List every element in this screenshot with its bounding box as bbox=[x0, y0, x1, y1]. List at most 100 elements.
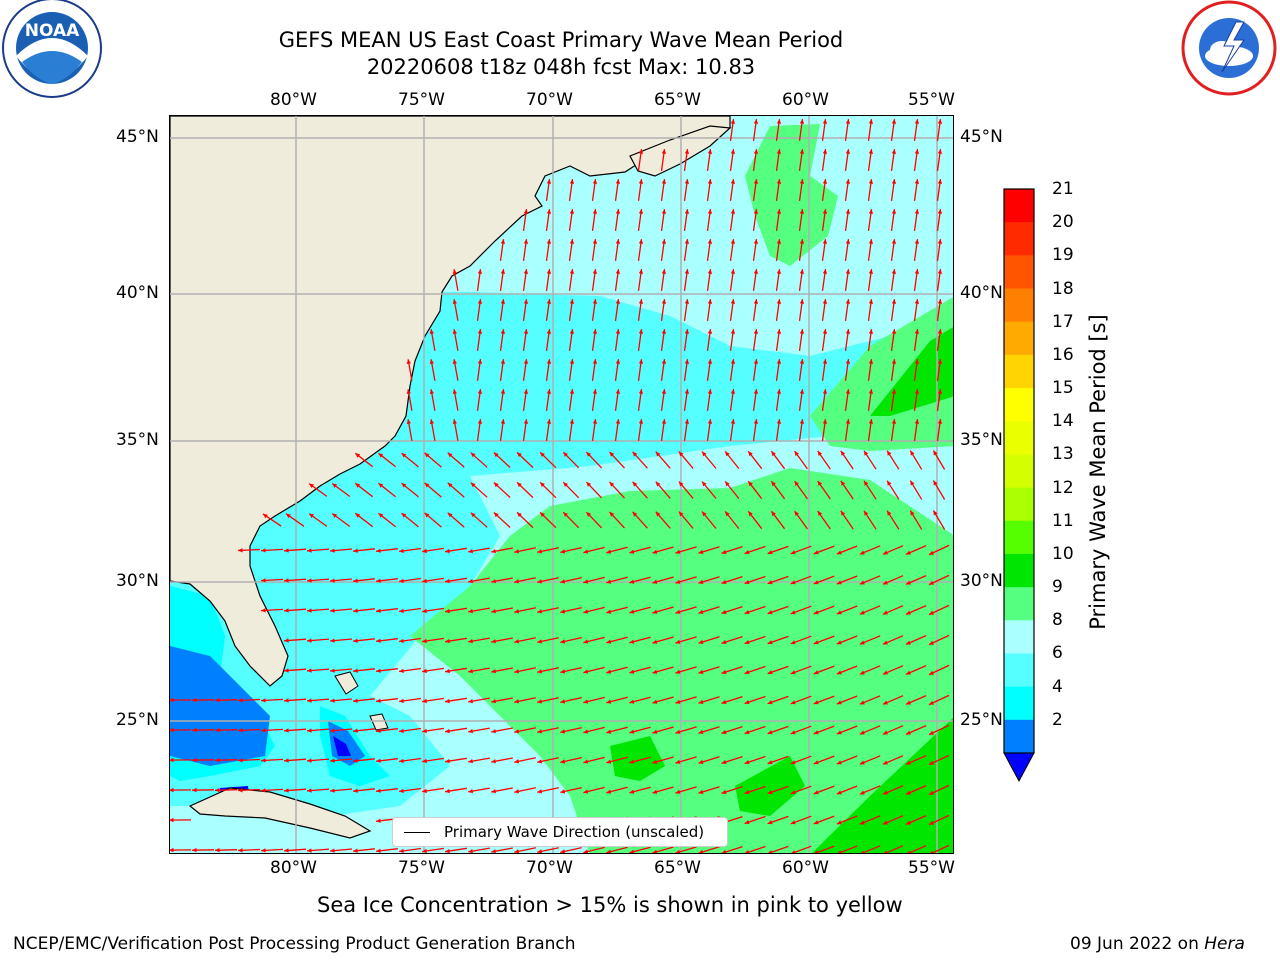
wave-direction-arrowhead bbox=[376, 608, 381, 613]
wave-direction-arrowhead bbox=[868, 419, 874, 424]
wave-direction-arrowhead bbox=[930, 850, 934, 853]
wave-period-map bbox=[170, 116, 953, 853]
wave-direction-arrowhead bbox=[284, 788, 289, 793]
wave-direction-arrowhead bbox=[569, 239, 575, 244]
colorbar-cell bbox=[1004, 620, 1034, 654]
wave-direction-arrowhead bbox=[629, 669, 635, 674]
wave-direction-arrowhead bbox=[215, 758, 220, 763]
wave-direction-arrowhead bbox=[606, 579, 612, 584]
wave-direction-arrowhead bbox=[767, 760, 773, 765]
wave-direction-arrowhead bbox=[675, 639, 681, 644]
wave-direction-arrowhead bbox=[609, 511, 615, 517]
wave-direction-arrowhead bbox=[822, 179, 828, 184]
wave-direction-arrowhead bbox=[914, 179, 920, 184]
wave-direction-arrowhead bbox=[514, 639, 520, 644]
wave-direction-arrowhead bbox=[353, 758, 358, 763]
wave-direction-arrowhead bbox=[422, 668, 427, 674]
wave-direction-arrowhead bbox=[753, 179, 759, 184]
colorbar-cell bbox=[1004, 354, 1034, 389]
wave-direction-arrowhead bbox=[698, 669, 704, 674]
lon-tick-bottom-80w: 80°W bbox=[270, 858, 317, 878]
wave-direction-arrowhead bbox=[799, 359, 805, 364]
wave-direction-arrowhead bbox=[523, 209, 529, 214]
wave-direction-arrowhead bbox=[606, 789, 612, 794]
colorbar-cell bbox=[1004, 553, 1034, 588]
wave-direction-arrowhead bbox=[284, 728, 289, 733]
wave-direction-arrowhead bbox=[353, 578, 358, 583]
wave-direction-arrowhead bbox=[523, 419, 529, 424]
wave-direction-arrowhead bbox=[491, 699, 496, 704]
wave-direction-arrowhead bbox=[730, 149, 736, 154]
wave-direction-arrowhead bbox=[583, 789, 589, 794]
wave-direction-arrowhead bbox=[330, 698, 335, 703]
wave-direction-arrowhead bbox=[684, 419, 690, 424]
graticule bbox=[170, 116, 953, 853]
wave-direction-arrowhead bbox=[445, 668, 450, 674]
wave-direction-arrowhead bbox=[609, 481, 615, 487]
wave-direction-arrowhead bbox=[452, 269, 457, 274]
wave-direction-arrowhead bbox=[836, 820, 842, 825]
wave-direction-arrowhead bbox=[523, 359, 529, 364]
wave-direction-arrowhead bbox=[355, 483, 361, 488]
lat-tick-right-45n: 45°N bbox=[960, 127, 1003, 147]
wave-direction-arrowhead bbox=[845, 149, 851, 154]
wave-direction-arrowhead bbox=[845, 239, 851, 244]
wave-direction-arrowhead bbox=[868, 119, 874, 124]
wave-direction-arrowhead bbox=[767, 610, 773, 615]
wave-direction-arrowhead bbox=[864, 510, 869, 516]
wave-direction-arrowhead bbox=[500, 389, 506, 394]
wave-direction-arrowhead bbox=[477, 299, 483, 304]
wave-direction-arrowhead bbox=[606, 759, 612, 764]
wave-direction-arrowhead bbox=[615, 269, 621, 274]
wave-direction-arrowhead bbox=[771, 511, 776, 517]
lon-tick-bottom-65w: 65°W bbox=[654, 858, 701, 878]
wave-direction-arrowhead bbox=[817, 511, 823, 516]
wave-direction-arrowhead bbox=[560, 579, 566, 584]
wave-direction-arrowhead bbox=[684, 239, 690, 244]
wave-direction-arrowhead bbox=[376, 548, 381, 553]
wave-direction-arrowhead bbox=[813, 670, 819, 675]
wave-direction-arrowhead bbox=[744, 610, 750, 615]
wave-direction-arrowhead bbox=[882, 760, 888, 765]
wave-direction-arrowhead bbox=[859, 760, 865, 765]
wave-direction-arrowhead bbox=[629, 789, 635, 794]
wave-direction-arrowhead bbox=[629, 609, 635, 614]
wave-direction-arrowhead bbox=[170, 787, 174, 793]
wave-direction-arrowhead bbox=[836, 700, 842, 705]
colorbar-cell bbox=[1004, 222, 1034, 256]
wave-direction-arrowhead bbox=[606, 639, 612, 644]
lon-tick-top-55w: 55°W bbox=[908, 90, 955, 110]
lat-tick-right-30n: 30°N bbox=[960, 571, 1003, 591]
wave-direction-arrowhead bbox=[238, 788, 243, 793]
period-8-9-north bbox=[440, 116, 953, 356]
wave-direction-arrowhead bbox=[822, 149, 828, 154]
wave-direction-arrowhead bbox=[399, 848, 404, 853]
wave-direction-arrowhead bbox=[330, 638, 335, 643]
wave-direction-arrowhead bbox=[698, 729, 704, 734]
wave-direction-arrowhead bbox=[814, 850, 819, 853]
wave-direction-arrowhead bbox=[675, 729, 681, 734]
wave-direction-arrowhead bbox=[261, 608, 266, 613]
wave-direction-arrowhead bbox=[753, 209, 759, 214]
wave-direction-arrowhead bbox=[353, 848, 358, 853]
lat-tick-left-30n: 30°N bbox=[116, 571, 159, 591]
wave-direction-arrowhead bbox=[399, 548, 404, 553]
wave-direction-arrowhead bbox=[937, 329, 943, 334]
wave-direction-arrowhead bbox=[745, 850, 750, 853]
lon-tick-top-75w: 75°W bbox=[398, 90, 445, 110]
wave-direction-arrowhead bbox=[776, 299, 782, 304]
wave-direction-arrowhead bbox=[905, 550, 911, 555]
wave-direction-arrowhead bbox=[748, 511, 753, 517]
wave-direction-arrowhead bbox=[376, 758, 381, 763]
wave-direction-arrowhead bbox=[307, 608, 312, 613]
wave-direction-arrowhead bbox=[452, 359, 457, 364]
wave-direction-arrowhead bbox=[560, 699, 566, 704]
wave-direction-arrowhead bbox=[422, 638, 427, 644]
wave-direction-arrowhead bbox=[491, 849, 496, 853]
wave-direction-arrowhead bbox=[891, 359, 897, 364]
wave-direction-arrowhead bbox=[376, 638, 381, 643]
wave-direction-arrowhead bbox=[748, 481, 753, 487]
wave-direction-arrowhead bbox=[592, 329, 598, 334]
wave-direction-arrowhead bbox=[794, 481, 799, 486]
wave-direction-arrowhead bbox=[753, 239, 759, 244]
